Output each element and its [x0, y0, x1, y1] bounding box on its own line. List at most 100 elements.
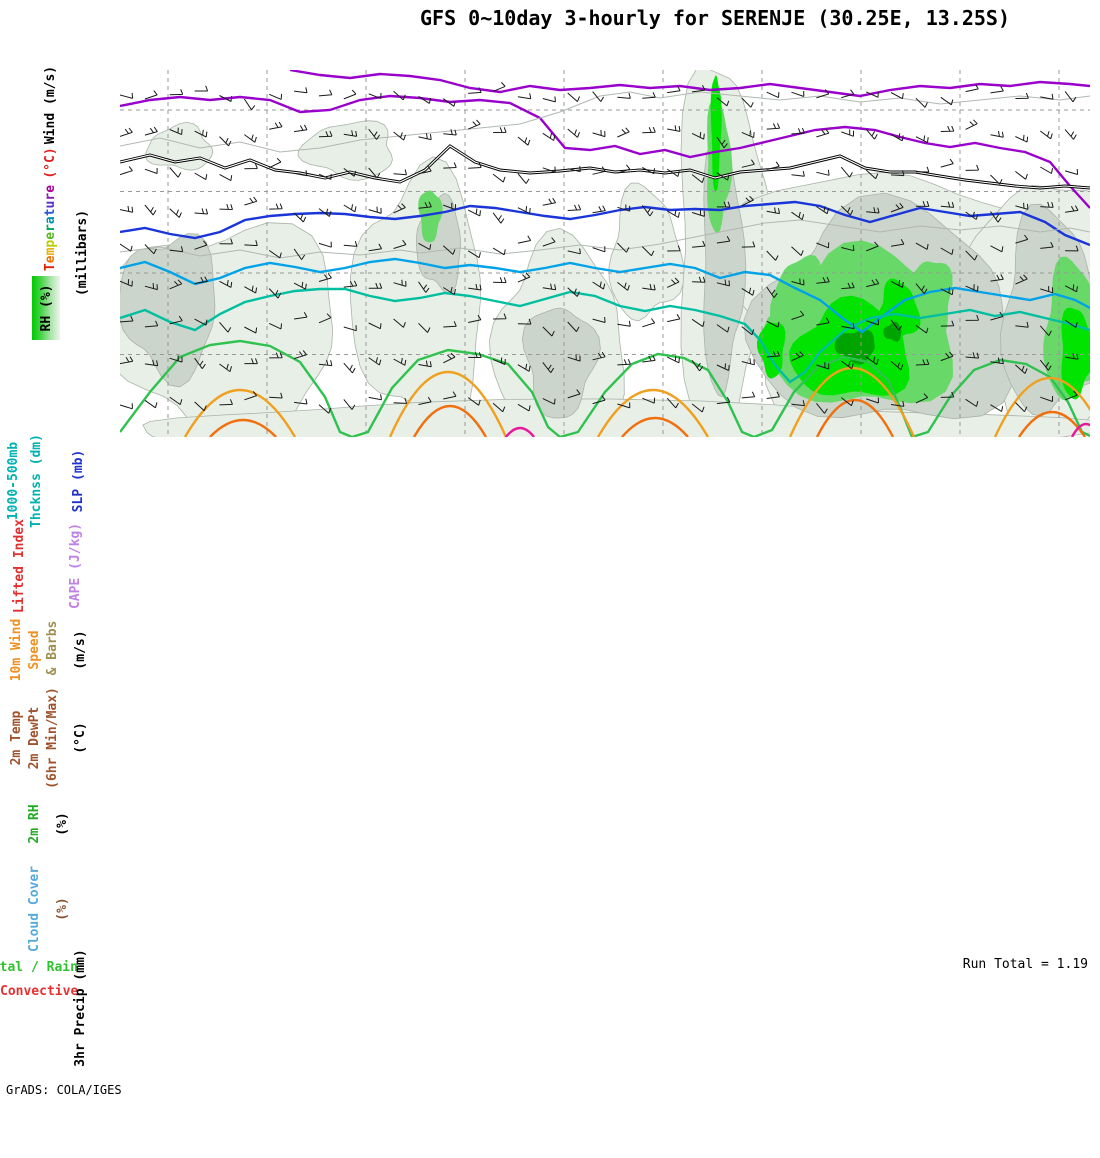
wind-barb [866, 397, 879, 404]
wind-barb [567, 248, 581, 255]
wind-barb [716, 279, 730, 287]
wind-barb [468, 162, 482, 169]
wind-barb [766, 207, 780, 215]
temp-contour-25 [183, 388, 297, 437]
wind-barb [443, 352, 456, 364]
wind-barb [691, 403, 705, 413]
wind-barb [890, 319, 903, 331]
wind-barb [219, 363, 232, 373]
wind-barb [120, 315, 134, 323]
wind-barb [567, 389, 581, 399]
wind-barb [592, 281, 606, 290]
wind-barb [293, 350, 307, 360]
wind-barb [890, 202, 904, 213]
wind-barb [791, 351, 804, 362]
wind-barb [169, 127, 183, 136]
wind-barb [1089, 245, 1090, 246]
wind-barb [194, 129, 208, 138]
wind-barb [144, 320, 159, 328]
wind-barb [343, 280, 358, 288]
wind-barb [940, 125, 955, 132]
wind-barb [268, 157, 282, 169]
wind-barb [567, 354, 581, 362]
wind-barb [741, 391, 756, 399]
wind-barb [194, 85, 209, 92]
wind-barb [492, 357, 506, 365]
wind-barb [840, 397, 854, 407]
wind-barb [169, 246, 184, 253]
wind-barb [1040, 286, 1054, 294]
wind-barb [1040, 93, 1054, 100]
wind-barb [915, 393, 929, 404]
wind-barb [293, 212, 307, 223]
wind-barb [915, 200, 930, 207]
rh-shading-bright [1061, 307, 1090, 400]
rh-shading-dark [834, 329, 875, 365]
wind-barb [1039, 359, 1052, 371]
wind-barb [318, 173, 332, 180]
wind-barb [692, 84, 706, 93]
wind-barb [169, 89, 184, 96]
p8-convective-label: Convective [0, 984, 79, 999]
wind-barb [965, 352, 980, 359]
wind-barb [567, 321, 580, 332]
wind-barb [691, 174, 705, 183]
temp-contour-35 [1070, 422, 1090, 437]
wind-barb [368, 206, 382, 214]
wind-barb [393, 169, 407, 176]
wind-barb [269, 392, 283, 399]
wind-barb [443, 391, 457, 400]
temp-contour-30 [621, 416, 689, 437]
rh-shading-grey [120, 233, 216, 388]
wind-barb [144, 168, 158, 174]
wind-barb [766, 123, 781, 130]
wind-barb [1015, 321, 1029, 328]
wind-barb [468, 314, 482, 323]
temp-contour-25 [596, 388, 710, 437]
wind-barb [169, 355, 183, 363]
wind-barb [443, 286, 456, 295]
wind-barb [840, 205, 854, 216]
wind-barb [144, 283, 158, 291]
rh-shading-bright [710, 75, 722, 192]
wind-barb [393, 239, 407, 249]
wind-barb [617, 127, 630, 138]
wind-barb [1015, 92, 1029, 99]
wind-barb [120, 205, 134, 213]
wind-barb [468, 87, 482, 94]
temp-contour-15 [120, 287, 1090, 384]
wind-barb [144, 399, 158, 409]
wind-barb [1015, 171, 1028, 180]
wind-barb [841, 282, 855, 290]
wind-barb [418, 322, 431, 333]
wind-barb [840, 166, 853, 178]
wind-barb [194, 401, 207, 412]
wind-barb [990, 174, 1003, 185]
wind-barb [965, 314, 980, 321]
wind-barb [144, 359, 159, 367]
wind-barb [890, 133, 904, 142]
wind-barb [194, 318, 208, 326]
wind-barb [567, 128, 580, 138]
wind-barb [691, 318, 705, 328]
wind-barb [592, 316, 606, 323]
wind-barb [120, 166, 133, 176]
wind-barb [219, 280, 233, 288]
wind-barb [268, 288, 282, 299]
wind-barb [1015, 364, 1028, 374]
temp-contour-5 [120, 200, 1090, 247]
wind-barb [592, 129, 606, 138]
wind-barb [244, 358, 258, 365]
wind-barb [343, 399, 356, 410]
wind-barb [592, 351, 606, 361]
wind-barb [318, 208, 332, 217]
rh-contour-50-mid [120, 219, 1090, 259]
wind-barb [592, 166, 606, 175]
wind-barb [244, 391, 258, 401]
wind-barb [318, 273, 332, 282]
wind-barb [418, 242, 432, 251]
wind-barb [493, 313, 507, 320]
wind-barb [716, 396, 731, 405]
wind-barb [1089, 174, 1090, 175]
wind-barb [493, 127, 507, 133]
